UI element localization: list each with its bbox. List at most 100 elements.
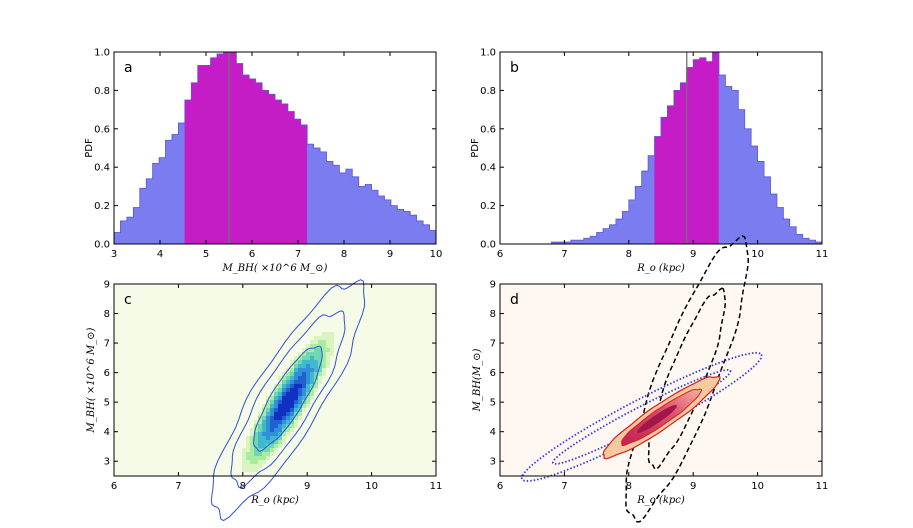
heatmap-cell — [318, 360, 322, 364]
heatmap-cell — [282, 372, 286, 376]
heatmap-cell — [262, 452, 266, 456]
heatmap-cell — [250, 440, 254, 444]
heatmap-cell — [266, 420, 270, 424]
heatmap-cell — [314, 384, 318, 388]
histogram-bar — [171, 134, 179, 245]
heatmap-cell — [266, 396, 270, 400]
histogram-bar — [281, 103, 289, 245]
panel-label: b — [510, 60, 519, 76]
heatmap-cell — [270, 436, 274, 440]
histogram-bar — [126, 216, 134, 245]
heatmap-cell — [270, 396, 274, 400]
histogram-bar — [178, 122, 186, 245]
heatmap-cell — [294, 368, 298, 372]
heatmap-cell — [282, 404, 286, 408]
heatmap-cell — [322, 368, 326, 372]
heatmap-cell — [262, 448, 266, 452]
heatmap-cell — [310, 356, 314, 360]
heatmap-cell — [274, 444, 278, 448]
heatmap-cell — [266, 432, 270, 436]
histogram-bar — [152, 163, 160, 245]
heatmap-cell — [246, 452, 250, 456]
y-tick-label: 0.4 — [94, 163, 110, 174]
heatmap-cell — [290, 420, 294, 424]
heatmap-cell — [246, 440, 250, 444]
histogram-bar — [113, 232, 121, 245]
x-tick-label: 4 — [157, 249, 163, 260]
heatmap-cell — [266, 408, 270, 412]
heatmap-cell — [258, 428, 262, 432]
histogram-bar — [615, 218, 623, 245]
heatmap-cell — [274, 432, 278, 436]
heatmap-cell — [258, 452, 262, 456]
heatmap-cell — [254, 460, 258, 464]
heatmap-cell — [302, 388, 306, 392]
heatmap-cell — [298, 360, 302, 364]
histogram-bar — [808, 239, 816, 245]
heatmap-cell — [286, 428, 290, 432]
heatmap-cell — [298, 408, 302, 412]
heatmap-cell — [314, 344, 318, 348]
heatmap-cell — [294, 412, 298, 416]
histogram-bar — [364, 184, 372, 245]
histogram-bar — [210, 57, 218, 245]
heatmap-cell — [290, 408, 294, 412]
x-axis-label: R_o (kpc) — [636, 263, 685, 274]
heatmap-background — [500, 284, 822, 476]
heatmap-cell — [318, 348, 322, 352]
histogram-bar — [725, 86, 733, 245]
y-tick-label: 3 — [490, 457, 496, 468]
heatmap-cell — [318, 356, 322, 360]
heatmap-cell — [278, 428, 282, 432]
histogram-bar — [203, 65, 211, 245]
heatmap-cell — [278, 408, 282, 412]
heatmap-cell — [290, 372, 294, 376]
histogram-bar — [216, 53, 224, 245]
heatmap-cell — [274, 412, 278, 416]
heatmap-cell — [318, 372, 322, 376]
panel-b-frame — [499, 51, 823, 245]
heatmap-cell — [258, 420, 262, 424]
y-tick-label: 4 — [490, 427, 496, 438]
heatmap-cell — [270, 444, 274, 448]
x-tick-label: 10 — [365, 481, 378, 492]
heatmap-cell — [254, 436, 258, 440]
x-tick-label: 7 — [561, 481, 567, 492]
x-tick-label: 5 — [203, 249, 209, 260]
histogram-bar — [145, 178, 153, 245]
heatmap-cell — [286, 372, 290, 376]
x-axis-label: R_o (kpc) — [250, 495, 299, 506]
heatmap-cell — [310, 364, 314, 368]
heatmap-cell — [302, 384, 306, 388]
heatmap-cell — [302, 368, 306, 372]
heatmap-cell — [286, 384, 290, 388]
heatmap-cell — [326, 336, 330, 340]
y-axis-label: PDF — [84, 138, 95, 158]
heatmap-cell — [314, 336, 318, 340]
heatmap-cell — [290, 400, 294, 404]
x-tick-label: 8 — [626, 481, 632, 492]
heatmap-cell — [262, 456, 266, 460]
heatmap-cell — [306, 356, 310, 360]
heatmap-cell — [326, 356, 330, 360]
panel-c-frame — [113, 283, 437, 477]
heatmap-cell — [278, 436, 282, 440]
heatmap-cell — [302, 352, 306, 356]
heatmap-cell — [306, 352, 310, 356]
heatmap-cell — [266, 412, 270, 416]
heatmap-cell — [278, 404, 282, 408]
histogram-bar — [422, 224, 430, 245]
heatmap-cell — [314, 364, 318, 368]
histogram-outline — [500, 51, 822, 245]
panel-c: 6 7 8 9 10 11 3 4 5 6 7 8 9 c M_BH( ×10^6 M_⊙) R_o (kpc… — [86, 279, 442, 522]
heatmap-cell — [298, 416, 302, 420]
heatmap-cell — [294, 364, 298, 368]
heatmap-cell — [314, 368, 318, 372]
heatmap-cell — [262, 440, 266, 444]
heatmap-cell — [274, 420, 278, 424]
heatmap-cell — [250, 436, 254, 440]
heatmap-cell — [254, 456, 258, 460]
heatmap-cell — [326, 344, 330, 348]
heatmap-cell — [242, 464, 246, 468]
heatmap-cell — [262, 416, 266, 420]
